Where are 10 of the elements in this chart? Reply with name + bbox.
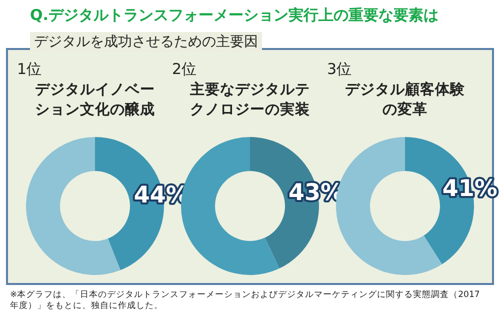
- text: ※本グラフは、「日本のデジタルトランスフォーメーションおよびデジタルマーケティングに関する実態調査（2017年度）」をもとに、独自に作成した。: [10, 290, 480, 312]
- chart-title: デジタル顧客体験の変革: [345, 80, 465, 120]
- text: Q.デジタルトランスフォーメーション実行上の重要な要素は: [30, 6, 438, 25]
- chart-title: デジタルイノベーション文化の醸成: [35, 81, 155, 120]
- chart-subtitle: 1位: [17, 60, 42, 79]
- donut-slice: [26, 137, 120, 275]
- chart-title: 主要なデジタルテクノロジーの実装: [190, 80, 310, 120]
- chart-subtitle: 3位: [327, 60, 352, 79]
- chart-subtitle: 2位: [172, 60, 197, 79]
- text: デジタルを成功させるための主要因: [30, 32, 262, 52]
